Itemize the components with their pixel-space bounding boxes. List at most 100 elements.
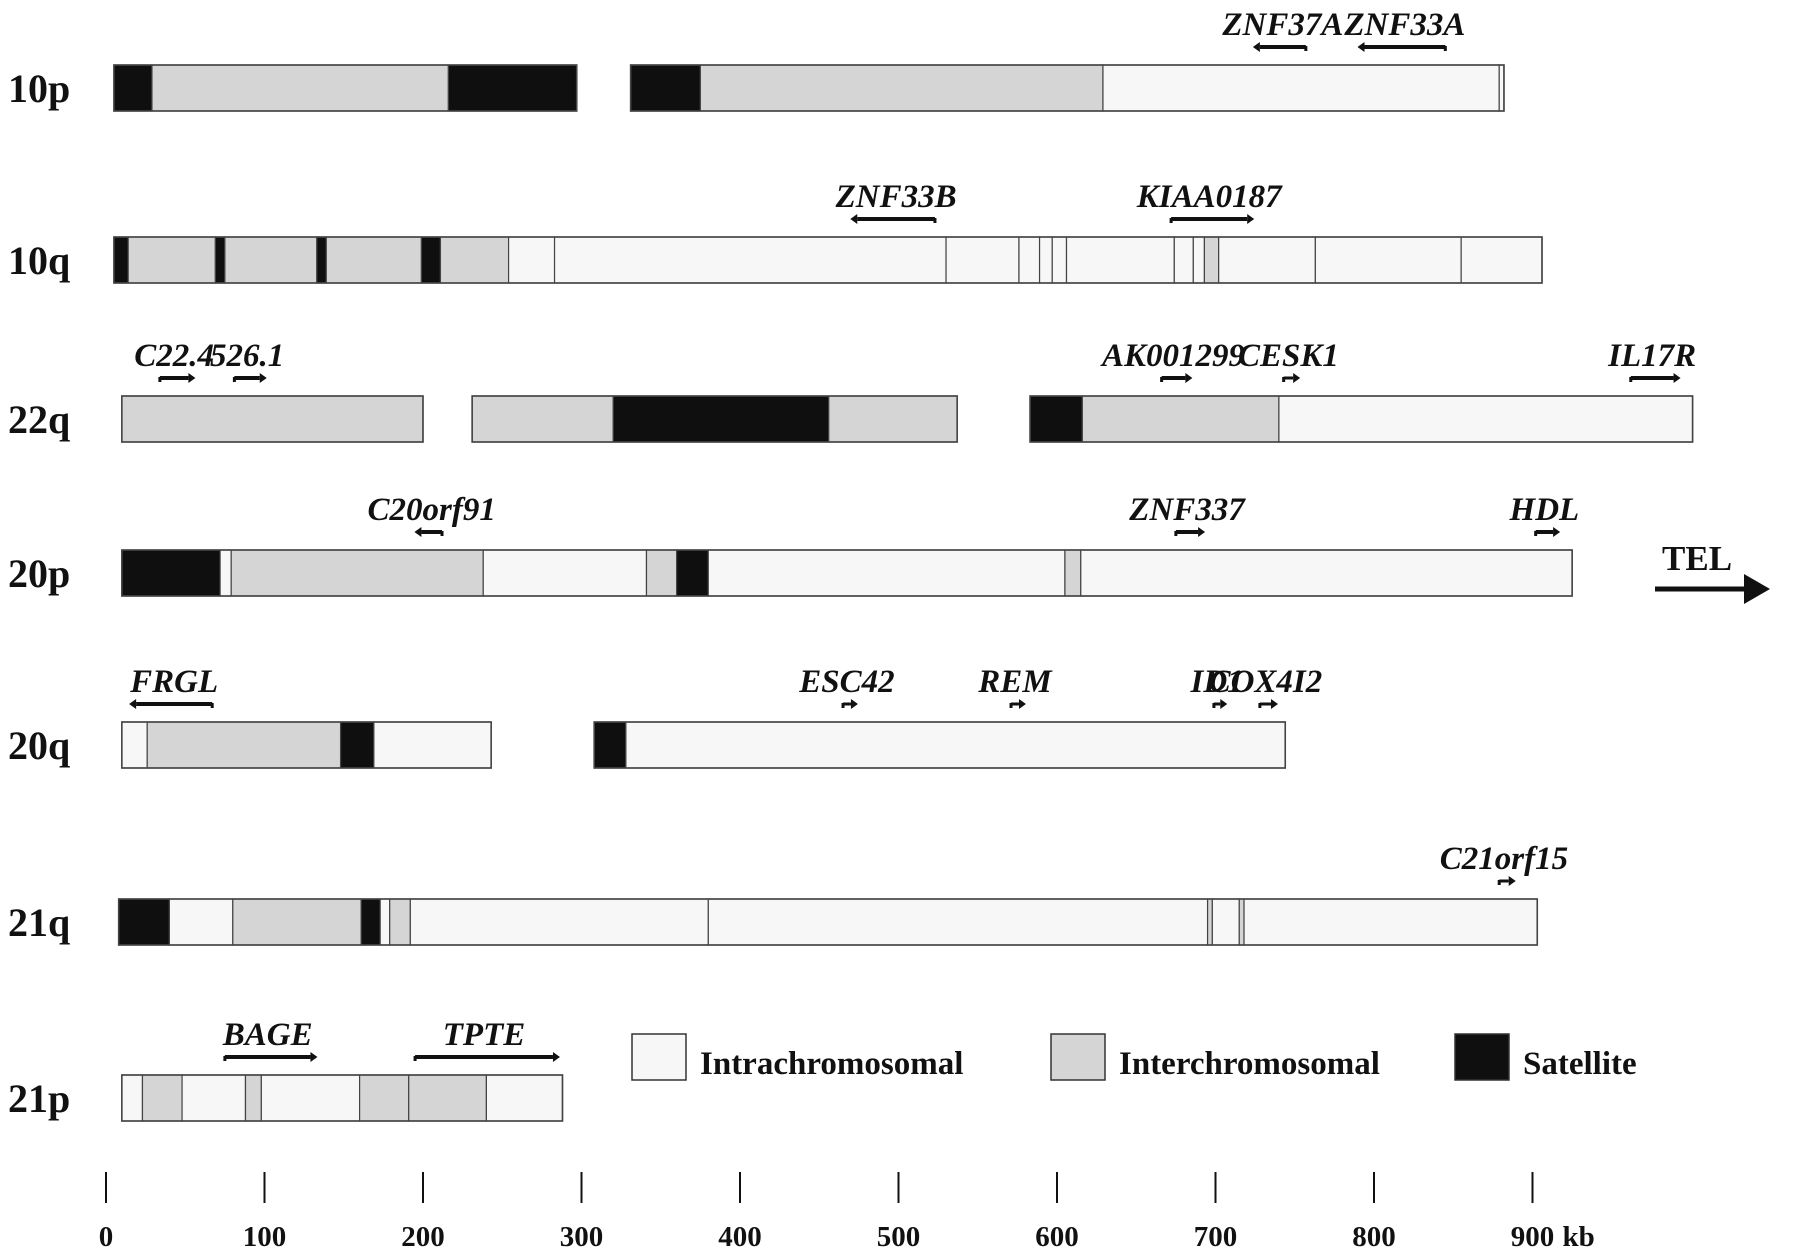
fragment — [121, 1074, 564, 1122]
scale-tick-label: 800 — [1352, 1221, 1396, 1253]
legend-label: Intrachromosomal — [700, 1046, 963, 1082]
gene-526.1: 526.1 — [210, 338, 284, 383]
gene-label: FRGL — [129, 664, 218, 700]
segment-intra — [379, 898, 391, 946]
gene-ZNF337: ZNF337 — [1128, 492, 1246, 537]
segment-intra — [625, 721, 1286, 769]
track-label: 20p — [8, 551, 70, 596]
fragment — [113, 64, 578, 112]
segment-satellite — [360, 898, 381, 946]
gene-C22.4: C22.4 — [134, 338, 214, 383]
segment-intra — [181, 1074, 247, 1122]
segment-intra — [1102, 64, 1500, 112]
segment-inter — [1238, 898, 1245, 946]
segment-intra — [1051, 236, 1068, 284]
gene-arrow-head — [414, 527, 422, 537]
fragment — [121, 395, 424, 443]
scale-tick-label: 400 — [718, 1221, 762, 1253]
gene-REM: REM — [977, 664, 1053, 709]
segment-intra — [1211, 898, 1240, 946]
fragment — [113, 236, 1543, 284]
scale-bar: 0 100 200 300 400 500 600 700 800 900 kb — [99, 1172, 1595, 1253]
segment-intra — [485, 1074, 564, 1122]
gene-label: ZNF33A — [1343, 7, 1465, 43]
tel-label: TEL — [1662, 539, 1732, 578]
segment-intra — [507, 236, 556, 284]
gene-arrow-head — [1198, 527, 1206, 537]
track-label: 21q — [8, 900, 70, 945]
track-10p: 10p ZNF37A ZNF33A — [8, 7, 1505, 112]
gene-arrow-head — [850, 699, 858, 709]
scale-tick-label: 900 — [1511, 1221, 1555, 1253]
fragment-outline — [121, 395, 424, 443]
legend-label: Interchromosomal — [1119, 1046, 1380, 1082]
gene-COX4I2: COX4I2 — [1209, 664, 1322, 709]
gene-label: ZNF33B — [835, 179, 957, 215]
fragment — [471, 395, 958, 443]
legend: Intrachromosomal Interchromosomal Satellit… — [631, 1033, 1637, 1082]
scale-tick-label: 500 — [877, 1221, 921, 1253]
fragment-outline — [113, 236, 1543, 284]
gene-label: C20orf91 — [368, 492, 496, 528]
scale-tick-label: 0 — [99, 1221, 114, 1253]
gene-arrow-head — [552, 1052, 560, 1062]
segment-intra — [168, 898, 234, 946]
segment-inter — [1081, 395, 1280, 443]
track-label: 21p — [8, 1076, 70, 1121]
scale-tick-label: 100 — [243, 1221, 287, 1253]
gene-arrow-head — [1293, 373, 1301, 383]
gene-C20orf91: C20orf91 — [368, 492, 496, 537]
segment-satellite — [316, 236, 327, 284]
fragment-outline — [121, 549, 1573, 597]
segment-inter — [645, 549, 678, 597]
fragment — [121, 721, 492, 769]
segment-satellite — [447, 64, 578, 112]
gene-IL17R: IL17R — [1607, 338, 1696, 383]
track-21p: 21p BAGE TPTE — [8, 1017, 564, 1122]
segment-intra — [260, 1074, 361, 1122]
gene-FRGL: FRGL — [129, 664, 218, 709]
gene-arrow-head — [1673, 373, 1681, 383]
tel-arrow-head — [1744, 574, 1770, 604]
fragment-outline — [593, 721, 1287, 769]
segment-intra — [1460, 236, 1543, 284]
gene-arrow-head — [1185, 373, 1193, 383]
gene-label: IL17R — [1607, 338, 1696, 374]
gene-BAGE: BAGE — [222, 1017, 318, 1062]
segment-inter — [224, 236, 318, 284]
tracks: 10p ZNF37A ZNF33A 10q ZNF33B KIAA0187 22q C22.4… — [8, 7, 1696, 1122]
legend-swatch — [631, 1033, 687, 1081]
fragment-outline — [113, 64, 578, 112]
segment-satellite — [675, 549, 709, 597]
gene-label: 526.1 — [210, 338, 284, 374]
gene-label: TPTE — [443, 1017, 525, 1053]
segment-satellite — [121, 549, 221, 597]
legend-item-inter: Interchromosomal — [1050, 1033, 1380, 1082]
segment-intra — [1278, 395, 1694, 443]
scale-tick-label: 300 — [560, 1221, 604, 1253]
segment-intra — [409, 898, 709, 946]
gene-label: CESK1 — [1238, 338, 1339, 374]
track-label: 10q — [8, 238, 70, 283]
fragment-outline — [117, 898, 1539, 946]
gene-arrow-head — [129, 699, 137, 709]
gene-arrow-head — [1018, 699, 1026, 709]
segment-satellite — [339, 721, 375, 769]
gene-label: BAGE — [222, 1017, 313, 1053]
segment-intra — [121, 1074, 144, 1122]
fragment — [1029, 395, 1694, 443]
legend-item-intra: Intrachromosomal — [631, 1033, 963, 1082]
segment-inter — [389, 898, 411, 946]
segment-inter — [828, 395, 958, 443]
gene-KIAA0187: KIAA0187 — [1136, 179, 1283, 224]
scale-tick-label: 200 — [401, 1221, 445, 1253]
segment-satellite — [113, 236, 129, 284]
segment-inter — [127, 236, 216, 284]
segment-inter — [1206, 898, 1213, 946]
gene-TPTE: TPTE — [413, 1017, 560, 1062]
fragment-outline — [1029, 395, 1694, 443]
segment-inter — [141, 1074, 183, 1122]
segment-inter — [121, 395, 424, 443]
